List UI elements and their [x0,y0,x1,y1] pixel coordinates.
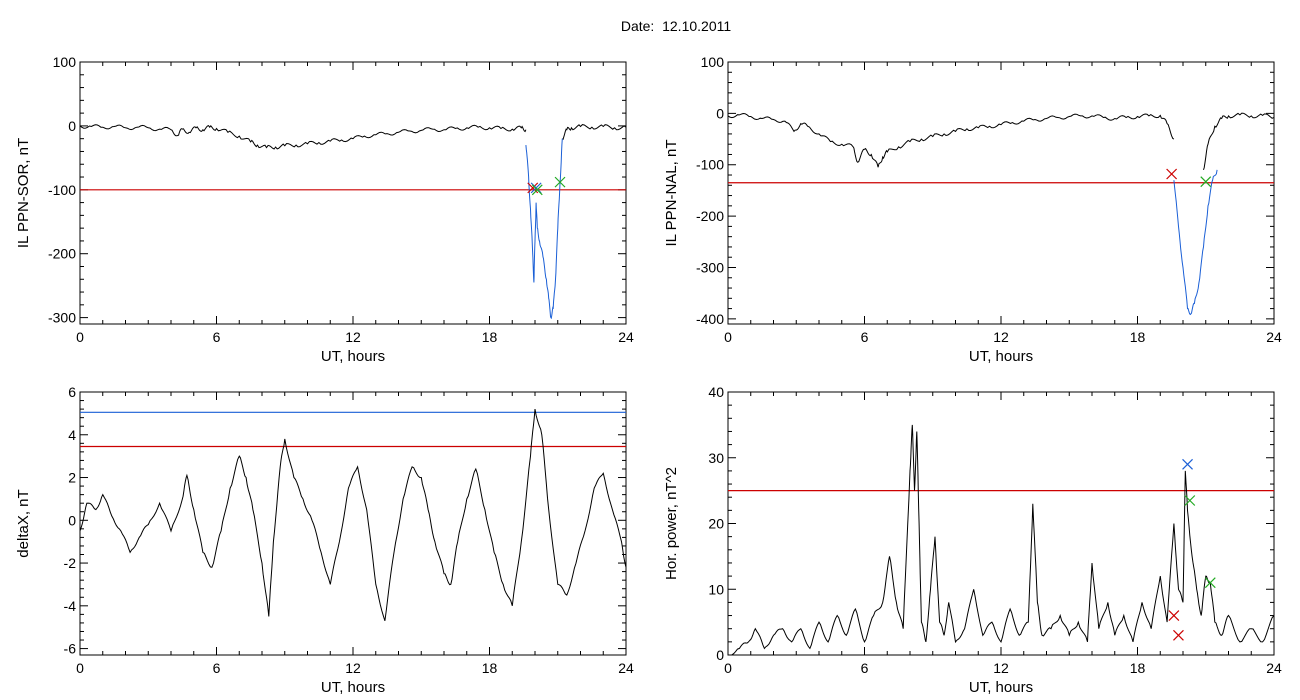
y-tick-label: 0 [716,105,724,121]
event-marker [1166,168,1178,180]
plot-data [80,409,626,621]
series-line [728,424,1274,655]
y-axis-label: IL PPN-NAL, nT [663,140,680,247]
event-marker [1182,458,1193,470]
y-tick-label: 0 [68,512,76,528]
plot-frame [727,391,1275,656]
x-tick-label: 18 [1130,660,1146,676]
title-label: Date: [620,18,655,34]
y-tick-label: 20 [708,516,724,532]
plot-frame [79,391,627,656]
x-axis-label: UT, hours [969,679,1033,696]
chart-panel-hor-power: 0 6 12 18 24 0 10 20 30 40 UT, hours Hor. power, nT… [663,384,1282,696]
event-marker [1200,176,1212,188]
event-marker [1168,610,1180,621]
series-line [728,112,1175,168]
event-marker [531,184,543,196]
y-tick-label: 2 [68,470,76,486]
y-tick-label: -2 [64,555,77,571]
x-tick-label: 6 [213,660,221,676]
y-tick-label: -100 [696,157,724,173]
y-tick-label: 100 [53,54,77,70]
y-tick-label: 4 [68,427,76,443]
x-tick-label: 12 [345,660,361,676]
plot-frame [79,61,627,325]
x-tick-label: 18 [482,329,498,345]
x-axis-label: UT, hours [321,679,385,696]
x-tick-label: 6 [213,329,221,345]
x-tick-label: 6 [861,329,869,345]
x-tick-label: 0 [724,329,732,345]
y-axis-label: IL PPN-SOR, nT [15,138,32,248]
x-tick-label: 6 [861,660,869,676]
x-tick-label: 18 [482,660,498,676]
x-tick-label: 24 [1266,660,1282,676]
x-tick-label: 12 [993,329,1009,345]
y-axis-label: deltaX, nT [15,489,32,557]
y-tick-label: 40 [708,384,724,400]
series-line [525,138,563,320]
y-tick-label: -200 [48,246,76,262]
event-marker [1173,629,1184,641]
y-tick-label: 0 [68,118,76,134]
x-tick-label: 24 [1266,329,1282,345]
plot-frame [727,61,1275,325]
y-tick-label: -4 [64,598,77,614]
x-tick-label: 0 [724,660,732,676]
y-tick-label: 10 [708,581,724,597]
event-marker [1184,495,1196,506]
y-tick-label: -300 [48,310,76,326]
x-tick-label: 24 [618,329,634,345]
x-tick-label: 0 [76,660,84,676]
y-tick-label: -200 [696,208,724,224]
series-line [80,124,527,150]
y-tick-label: 30 [708,450,724,466]
series-line [1173,169,1218,316]
figure-title: Date: 12.10.2011 [0,18,1300,34]
y-tick-label: 100 [701,54,725,70]
y-tick-label: -300 [696,259,724,275]
plot-data [728,112,1274,316]
x-tick-label: 24 [618,660,634,676]
x-tick-label: 12 [345,329,361,345]
title-date: 12.10.2011 [662,18,732,34]
y-tick-label: 6 [68,384,76,400]
plot-data [80,124,626,320]
x-tick-label: 0 [76,329,84,345]
series-line [80,409,626,621]
series-line [1203,112,1274,171]
x-tick-label: 12 [993,660,1009,676]
x-axis-label: UT, hours [321,348,385,365]
y-tick-label: -100 [48,182,76,198]
plot-data [728,424,1274,655]
event-marker [1204,577,1216,589]
series-line [562,124,626,140]
y-tick-label: -400 [696,311,724,327]
y-tick-label: -6 [64,641,77,657]
x-tick-label: 18 [1130,329,1146,345]
y-axis-label: Hor. power, nT^2 [663,467,680,580]
chart-panel-il-nal: 0 6 12 18 24 -400 -300 -200 -100 0 100 UT, hours IL … [663,54,1282,365]
x-axis-label: UT, hours [969,348,1033,365]
event-marker [554,176,566,188]
chart-panel-il-sor: 0 6 12 18 24 -300 -200 -100 0 100 UT, hours IL PPN-… [15,54,634,365]
y-tick-label: 0 [716,647,724,663]
